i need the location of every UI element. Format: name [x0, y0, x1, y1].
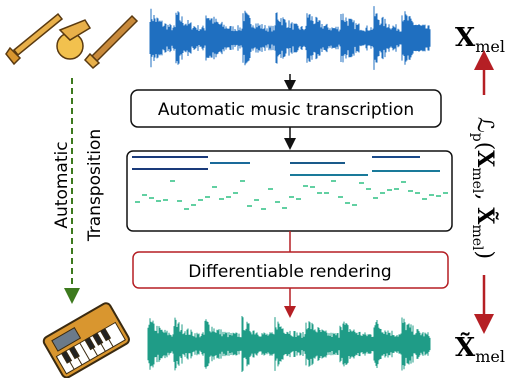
box-label: Automatic music transcription: [158, 100, 414, 120]
waveform-trace: [148, 316, 430, 372]
text: X: [472, 150, 498, 168]
text: (: [472, 142, 497, 151]
text: ): [472, 251, 497, 260]
side-label: Transposition: [85, 129, 105, 242]
waveform-trace: [150, 6, 430, 70]
top-label: Xmel: [455, 23, 505, 56]
text: X̃: [472, 207, 498, 225]
text: ,: [472, 193, 497, 207]
symbol: X: [455, 23, 476, 53]
symbol: X̃: [455, 332, 476, 363]
side-label: Automatic: [52, 141, 72, 228]
subscript: mel: [475, 347, 505, 366]
box-label: Differentiable rendering: [188, 262, 391, 282]
subscript: p: [469, 133, 485, 142]
subscript: mel: [469, 167, 485, 194]
subscript: mel: [475, 37, 505, 56]
loss-label: ℒp(Xmel, X̃mel): [469, 117, 498, 259]
wind-instruments-icon: [6, 14, 137, 68]
keyboard-icon: [42, 301, 131, 378]
rendered-waveform: [148, 316, 430, 372]
bottom-label: X̃mel: [455, 332, 505, 366]
piano-roll: [127, 151, 452, 231]
input-waveform: [150, 6, 430, 70]
figure: Automatic Transposition Automatic music …: [0, 0, 514, 378]
subscript: mel: [469, 224, 485, 251]
loss-symbol: ℒ: [472, 117, 497, 133]
